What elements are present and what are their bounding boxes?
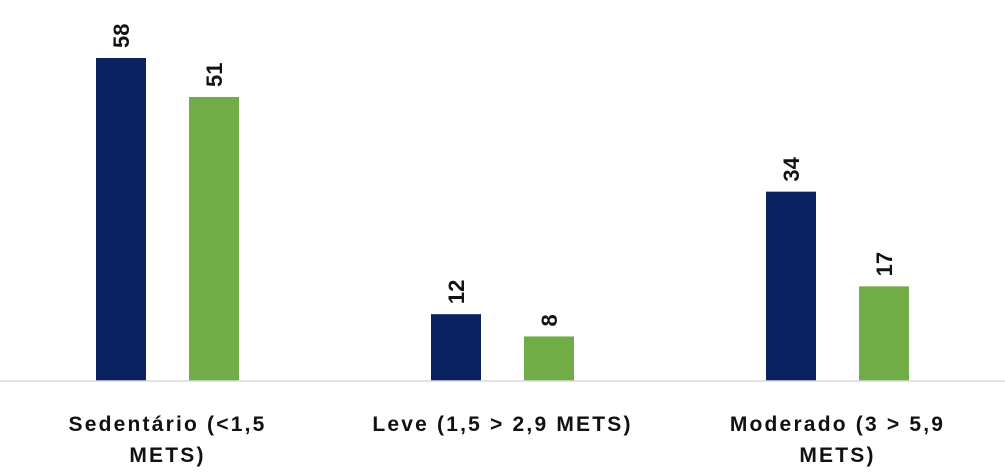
category-label-1-line-1: Sedentário (<1,5 — [68, 413, 266, 436]
bars-layer — [96, 58, 909, 381]
data-label-series-2-cat-3: 17 — [872, 252, 897, 276]
data-label-series-1-cat-2: 12 — [444, 280, 469, 304]
category-label-3-line-1: Moderado (3 > 5,9 — [730, 413, 945, 436]
data-label-series-1-cat-3: 34 — [779, 156, 804, 181]
category-label-3-line-2: METS) — [799, 444, 875, 467]
data-label-series-2-cat-2: 8 — [537, 314, 562, 326]
category-label-1-line-2: METS) — [129, 444, 205, 467]
bar-series-1-cat-3 — [766, 191, 816, 381]
data-label-series-2-cat-1: 51 — [202, 62, 227, 86]
bar-series-1-cat-1 — [96, 58, 146, 381]
bar-series-2-cat-2 — [524, 336, 574, 381]
category-label-2-line-1: Leve (1,5 > 2,9 METS) — [372, 413, 632, 436]
data-label-series-1-cat-1: 58 — [109, 24, 134, 48]
bar-series-2-cat-1 — [189, 96, 239, 381]
value-labels-layer: 58 51 12 8 34 17 — [109, 24, 897, 327]
bar-series-2-cat-3 — [859, 286, 909, 381]
category-labels-layer: Sedentário (<1,5 METS) Leve (1,5 > 2,9 MET… — [68, 413, 945, 467]
bar-series-1-cat-2 — [431, 314, 481, 381]
